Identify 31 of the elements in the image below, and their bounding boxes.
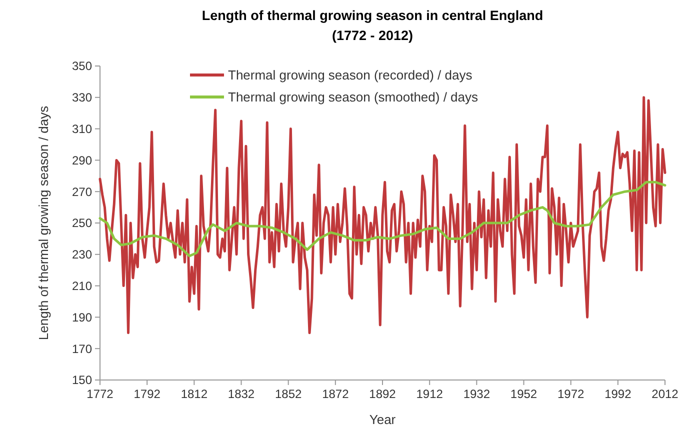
x-tick-label: 1932 xyxy=(463,387,490,401)
y-tick-label: 210 xyxy=(72,279,92,293)
y-tick-label: 230 xyxy=(72,248,92,262)
x-tick-label: 1972 xyxy=(557,387,585,401)
x-tick-label: 2012 xyxy=(652,387,679,401)
y-tick-label: 330 xyxy=(72,90,92,105)
y-tick-label: 290 xyxy=(72,153,92,168)
x-tick-label: 1992 xyxy=(604,387,632,401)
y-tick-label: 350 xyxy=(72,59,92,74)
x-tick-label: 1872 xyxy=(322,387,350,401)
y-tick-label: 310 xyxy=(72,122,92,136)
x-tick-label: 1892 xyxy=(369,387,396,401)
x-tick-label: 1912 xyxy=(416,387,444,401)
chart-subtitle: (1772 - 2012) xyxy=(332,28,414,43)
legend-label: Thermal growing season (smoothed) / days xyxy=(228,90,478,105)
y-tick-label: 270 xyxy=(72,184,92,199)
chart-title: Length of thermal growing season in central England xyxy=(202,8,544,23)
x-tick-label: 1952 xyxy=(510,387,538,401)
x-tick-label: 1772 xyxy=(86,387,114,401)
line-series xyxy=(98,180,666,258)
y-tick-label: 170 xyxy=(72,342,92,356)
y-tick-label: 250 xyxy=(72,216,92,230)
y-axis-title: Length of thermal growing season / days xyxy=(36,105,51,340)
legend-label: Thermal growing season (recorded) / days xyxy=(228,68,473,83)
x-tick-label: 1852 xyxy=(274,387,302,401)
y-tick-label: 190 xyxy=(72,310,92,324)
x-tick-label: 1812 xyxy=(180,387,208,401)
x-tick-label: 1832 xyxy=(228,387,255,401)
y-tick-label: 150 xyxy=(72,373,92,388)
x-tick-label: 1792 xyxy=(134,387,161,401)
x-axis-title: Year xyxy=(369,412,396,427)
